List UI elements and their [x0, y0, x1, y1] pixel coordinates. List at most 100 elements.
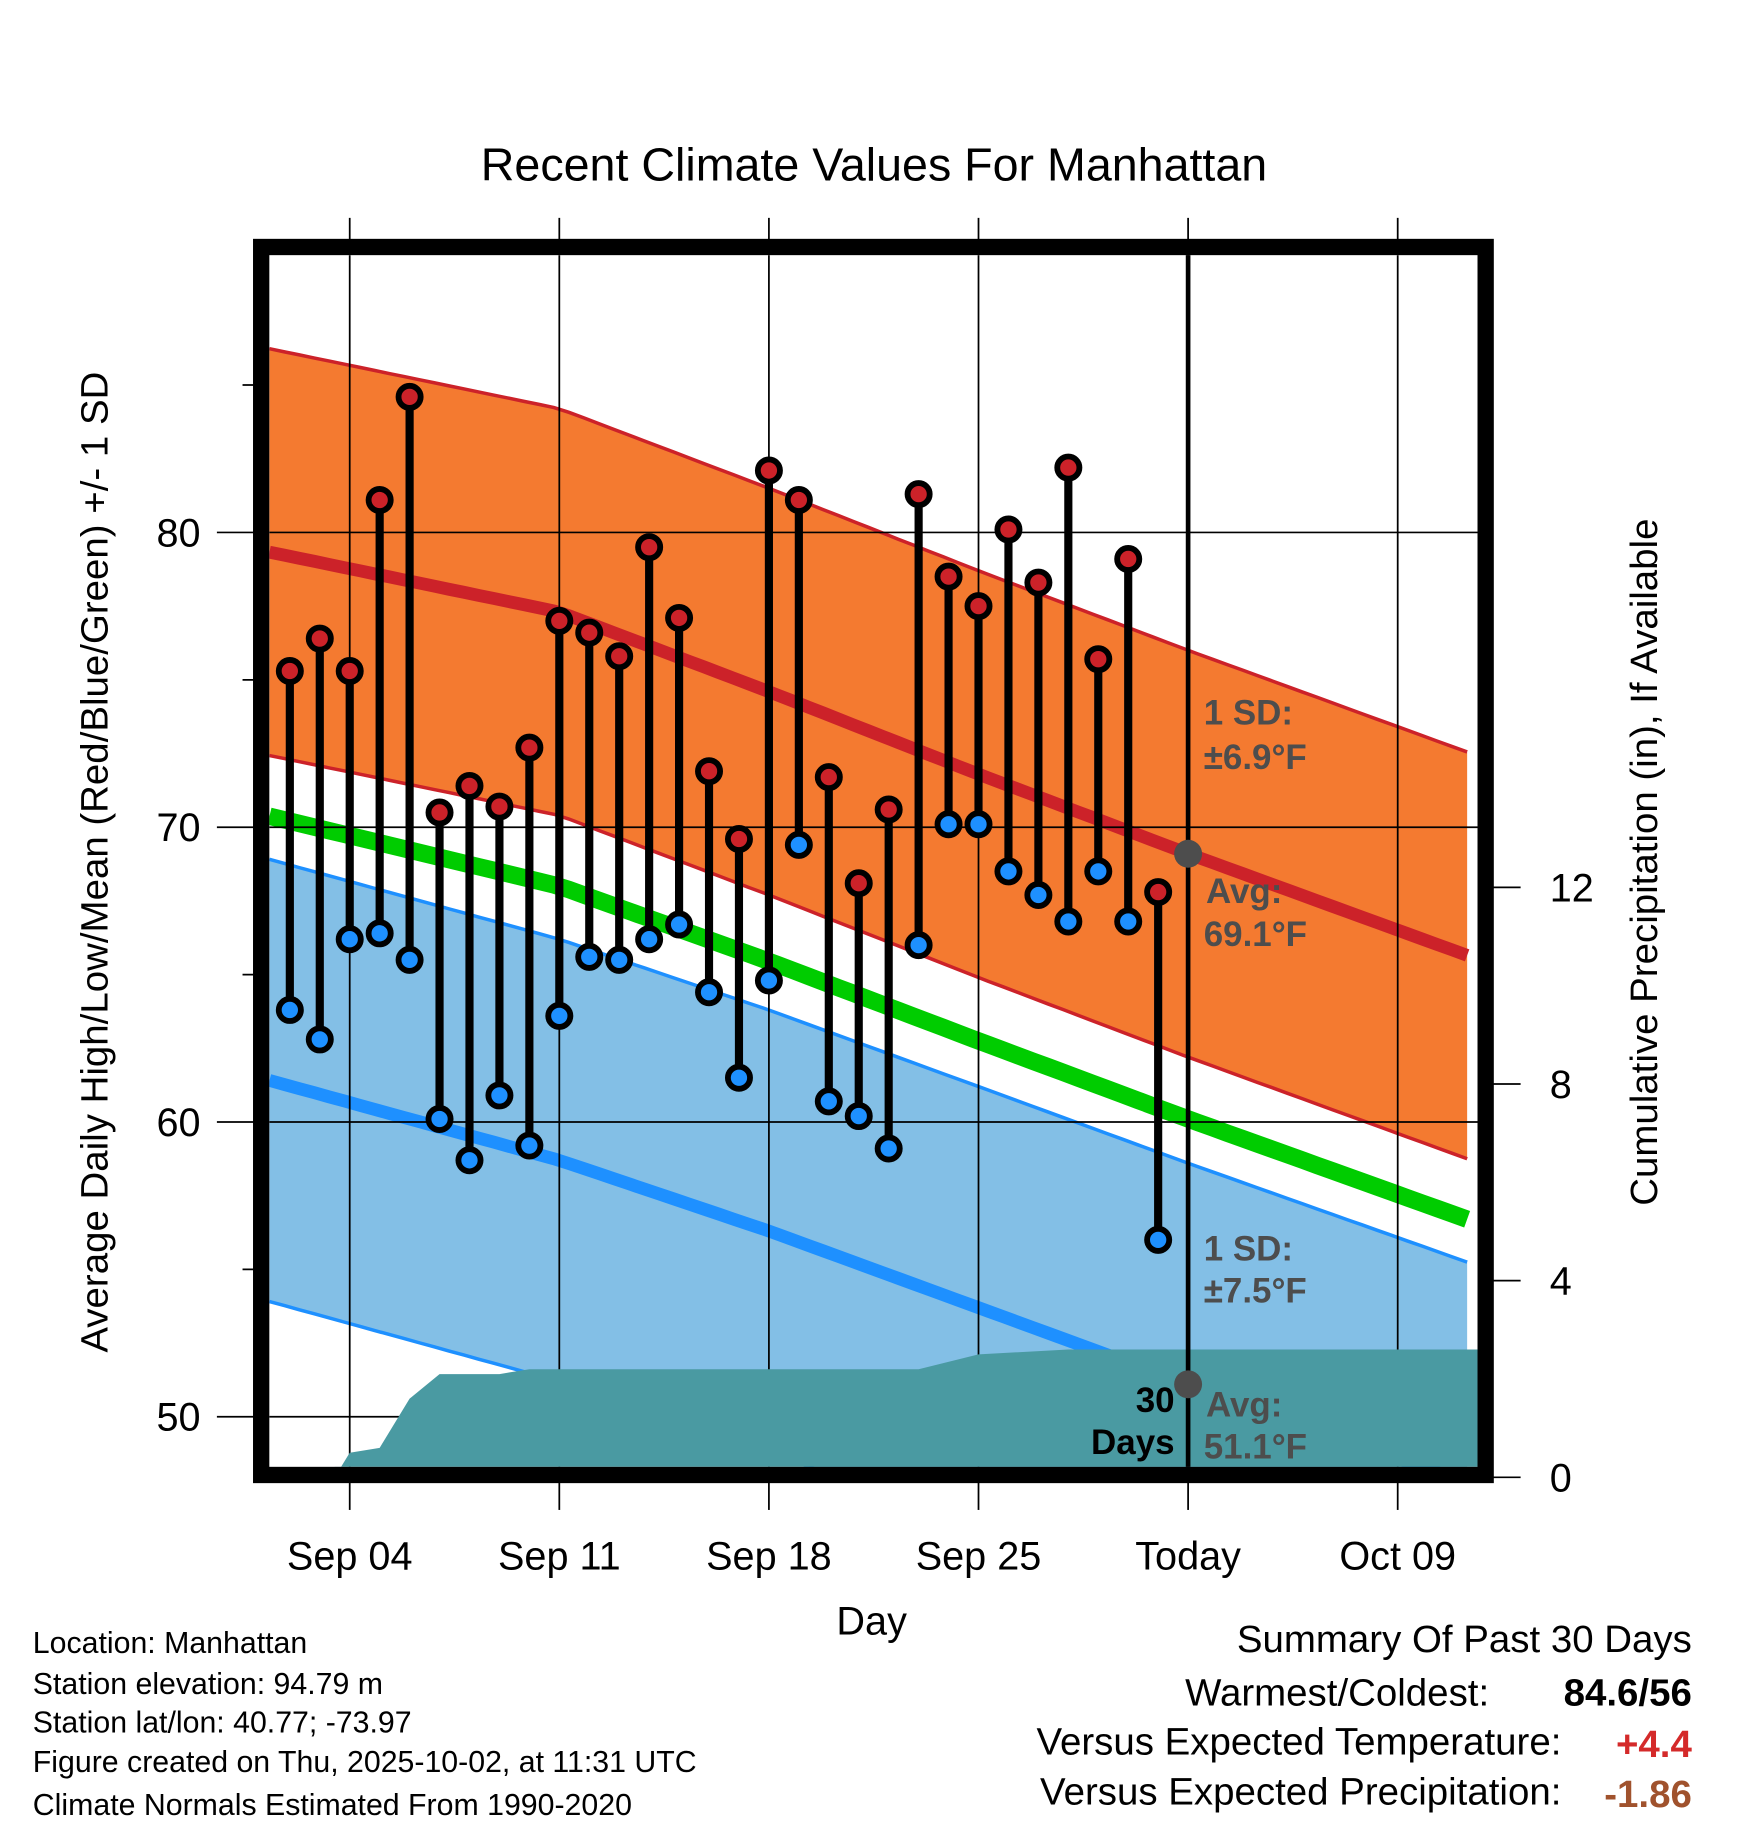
daily-low-marker	[275, 995, 304, 1024]
daily-low-marker	[485, 1081, 514, 1110]
high-sd-value: ±6.9°F	[1204, 738, 1307, 777]
y-tick-label: 70	[157, 806, 201, 850]
daily-high-marker	[964, 592, 993, 621]
annotations: 1 SD: ±6.9°F Avg: 69.1°F 1 SD: ±7.5°F Av…	[1091, 694, 1307, 1467]
daily-high-marker	[1114, 544, 1143, 573]
daily-low-marker	[1114, 907, 1143, 936]
daily-low-marker	[754, 966, 783, 995]
axes: Sep 04 Sep 11 Sep 18 Sep 25 Today Oct 09 50 60 7…	[157, 217, 1594, 1578]
daily-high-marker	[485, 792, 514, 821]
daily-high-marker	[1144, 878, 1173, 907]
daily-low-marker	[605, 945, 634, 974]
y2-tick-label: 0	[1550, 1456, 1572, 1500]
daily-low-marker	[665, 910, 694, 939]
low-avg-label: Avg:	[1206, 1386, 1282, 1425]
high-sd-label: 1 SD:	[1204, 694, 1293, 733]
footer-info: Location: Manhattan Station elevation: 9…	[33, 1627, 697, 1822]
daily-high-marker	[335, 656, 364, 685]
high-avg-label: Avg:	[1206, 872, 1282, 911]
daily-high-marker	[635, 533, 664, 562]
daily-low-marker	[904, 931, 933, 960]
warmest-value: 84.6/56	[1564, 1672, 1692, 1715]
y2-tick-label: 12	[1550, 866, 1594, 910]
temp-value: +4.4	[1616, 1723, 1693, 1766]
footer-elevation: Station elevation: 94.79 m	[33, 1668, 383, 1701]
precip-label: Versus Expected Precipitation:	[1040, 1771, 1561, 1814]
footer-created: Figure created on Thu, 2025-10-02, at 11…	[33, 1746, 697, 1779]
daily-high-marker	[754, 456, 783, 485]
daily-high-marker	[874, 795, 903, 824]
daily-high-marker	[784, 486, 813, 514]
y2-axis-label: Cumulative Precipitation (in), If Availa…	[1623, 519, 1666, 1206]
daily-high-marker	[844, 869, 873, 898]
daily-low-marker	[305, 1025, 334, 1054]
daily-low-marker	[365, 919, 394, 948]
high-sd-upper-line	[269, 346, 1468, 754]
daily-low-marker	[994, 857, 1023, 886]
daily-low-marker	[814, 1087, 843, 1116]
daily-low-marker	[425, 1105, 454, 1133]
x-tick-label: Sep 25	[916, 1534, 1042, 1578]
y-axis-label: Average Daily High/Low/Mean (Red/Blue/Gr…	[73, 372, 116, 1353]
x-axis-label: Day	[836, 1600, 907, 1644]
daily-low-marker	[934, 810, 963, 839]
daily-high-marker	[305, 624, 334, 653]
daily-low-marker	[844, 1102, 873, 1131]
daily-high-marker	[515, 733, 544, 762]
warmest-label: Warmest/Coldest:	[1185, 1672, 1489, 1715]
low-avg-value: 51.1°F	[1204, 1428, 1307, 1467]
x-tick-label: Sep 04	[287, 1534, 413, 1578]
daily-low-marker	[695, 978, 724, 1007]
chart-title: Recent Climate Values For Manhattan	[481, 139, 1267, 191]
daily-low-marker	[575, 942, 604, 971]
daily-low-marker	[1024, 881, 1053, 909]
x-tick-label: Sep 11	[498, 1534, 621, 1578]
days-count-label: 30	[1136, 1381, 1175, 1420]
low-sd-lower-line	[269, 1299, 815, 1467]
y-tick-label: 60	[157, 1101, 201, 1145]
daily-low-marker	[635, 925, 664, 954]
summary-title: Summary Of Past 30 Days	[1237, 1618, 1692, 1661]
low-sd-label: 1 SD:	[1204, 1230, 1293, 1269]
summary: Summary Of Past 30 Days Warmest/Coldest:…	[1036, 1618, 1692, 1816]
plot-area	[269, 255, 1478, 1467]
daily-high-marker	[455, 771, 484, 800]
high-sd-band	[269, 348, 1468, 1159]
y2-tick-label: 8	[1550, 1063, 1572, 1107]
y-tick-label: 80	[157, 511, 201, 555]
daily-low-marker	[724, 1063, 753, 1092]
days-word-label: Days	[1091, 1423, 1175, 1462]
x-tick-label: Sep 18	[706, 1534, 832, 1578]
daily-high-marker	[1054, 453, 1083, 482]
daily-low-marker	[1144, 1225, 1173, 1254]
normal-low-today-dot	[1174, 1370, 1203, 1399]
daily-low-marker	[874, 1134, 903, 1163]
footer-normals: Climate Normals Estimated From 1990-2020	[33, 1789, 632, 1822]
daily-low-marker	[455, 1146, 484, 1175]
daily-high-marker	[275, 656, 304, 685]
daily-high-marker	[1024, 568, 1053, 597]
daily-high-marker	[575, 618, 604, 647]
low-sd-value: ±7.5°F	[1204, 1272, 1307, 1311]
daily-high-marker	[695, 757, 724, 786]
daily-high-marker	[425, 798, 454, 827]
daily-low-marker	[545, 1001, 574, 1030]
normal-high-line	[269, 545, 1470, 962]
daily-low-marker	[784, 830, 813, 859]
daily-high-marker	[1084, 645, 1113, 674]
precip-value: -1.86	[1604, 1773, 1692, 1816]
daily-high-marker	[395, 382, 424, 411]
plot-frame	[253, 238, 1494, 1484]
footer-location: Location: Manhattan	[33, 1627, 307, 1660]
x-tick-label: Today	[1135, 1534, 1241, 1578]
y-tick-label: 50	[157, 1396, 201, 1440]
daily-high-marker	[934, 562, 963, 591]
observation-marks	[275, 255, 1203, 1467]
daily-low-marker	[1084, 857, 1113, 886]
daily-low-marker	[395, 945, 424, 974]
footer-latlon: Station lat/lon: 40.77; -73.97	[33, 1706, 412, 1739]
daily-high-marker	[665, 603, 694, 632]
daily-low-marker	[964, 810, 993, 839]
high-avg-value: 69.1°F	[1204, 915, 1307, 954]
